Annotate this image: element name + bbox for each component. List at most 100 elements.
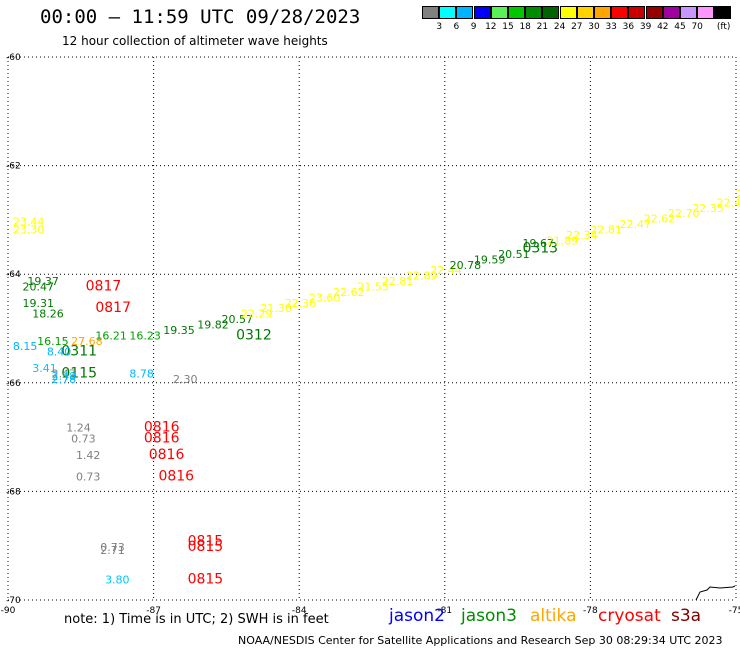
legend-swatch-label: 27	[571, 22, 583, 32]
wave-height-label: 2.47	[52, 367, 77, 380]
wave-height-label: 18.26	[32, 308, 64, 321]
wave-height-observations: 0815081508150816081608160816081708170311…	[13, 188, 740, 588]
wave-height-label: 20.47	[23, 280, 54, 293]
legend-swatch	[594, 6, 611, 19]
latitude-tick-label: -60	[6, 53, 21, 63]
legend-swatch	[473, 6, 491, 19]
legend-swatch-label: 15	[502, 22, 514, 32]
wave-height-label: 1.24	[66, 422, 91, 435]
wave-height-label: 21.30	[260, 302, 292, 315]
legend-swatch	[490, 6, 508, 19]
axis-tick-labels: -90 -87 -84 -81 -78 -75 -60 -62 -64 -66 -68 -70	[1, 53, 740, 616]
legend-swatch	[525, 6, 543, 19]
wave-height-label: 0.73	[76, 471, 101, 484]
latitude-tick-label: -70	[6, 596, 21, 606]
pass-time-label: 0816	[144, 420, 180, 436]
wave-height-label: 22.81	[382, 275, 414, 288]
wave-height-label: 2.78	[52, 373, 77, 386]
wave-height-label: 0.73	[100, 541, 125, 554]
wave-height-label: 23.60	[309, 291, 341, 304]
legend-swatch	[628, 6, 646, 19]
footer-note: note: 1) Time is in UTC; 2) SWH is in fe…	[64, 612, 329, 627]
wave-height-label: 8.15	[13, 340, 38, 353]
legend-swatch	[714, 6, 732, 19]
pass-time-label: 0817	[86, 278, 122, 294]
wave-height-label: 22.89	[406, 270, 438, 283]
wave-height-label: 22.34	[566, 229, 598, 242]
wave-height-label: 8.78	[129, 367, 154, 380]
legend-swatch-label: 21	[536, 22, 549, 32]
longitude-tick-label: -75	[729, 606, 740, 616]
wave-height-label: 22.35	[692, 202, 724, 215]
wave-height-label: 22.62	[333, 286, 365, 299]
legend-swatch-label: 36	[622, 22, 635, 32]
wave-height-label: 8.40	[47, 346, 72, 359]
longitude-tick-label: -87	[146, 606, 161, 616]
wave-height-label: 22.48	[717, 196, 740, 209]
satellite-legend-jason2: jason2	[389, 606, 445, 626]
legend-swatch	[508, 6, 525, 19]
wave-height-label: 22.44	[430, 264, 462, 277]
wave-height-label: 16.15	[37, 335, 68, 348]
wave-height-label: 22.81	[590, 223, 622, 236]
wave-height-label: 16.21	[95, 329, 127, 342]
wave-height-label: 2.71	[100, 544, 125, 557]
pass-time-label: 0817	[95, 300, 131, 316]
wave-height-label: 1.42	[76, 449, 101, 462]
legend-unit-label: (ft)	[716, 22, 731, 32]
longitude-tick-label: -84	[292, 606, 307, 616]
wave-height-label: 23.30	[13, 223, 45, 236]
wave-height-label: 2.30	[173, 373, 198, 386]
legend-swatch	[662, 6, 680, 19]
longitude-tick-label: -78	[583, 606, 598, 616]
legend-swatch-label: 45	[674, 22, 686, 32]
pass-time-label: 0816	[144, 431, 180, 447]
legend-swatch-label: 30	[588, 22, 600, 32]
legend-swatch	[456, 6, 474, 19]
satellite-legend-altika: altika	[530, 606, 577, 626]
wave-height-label: 19.37	[27, 275, 59, 288]
longitude-tick-label: -90	[1, 606, 16, 616]
wave-height-label: 21.55	[357, 280, 389, 293]
wave-height-label: 22.47	[620, 218, 652, 231]
wave-height-label: 19.59	[474, 253, 506, 266]
legend-swatch-label: 6	[453, 22, 460, 32]
wave-height-label: 16.23	[129, 329, 161, 342]
legend-swatch-label: 18	[519, 22, 531, 32]
wave-height-label: 20.51	[498, 248, 529, 261]
wave-height-label: 19.31	[23, 297, 54, 310]
map-title: 00:00 – 11:59 UTC 09/28/2023	[40, 6, 361, 28]
legend-swatch	[697, 6, 715, 19]
wave-height-label: 20.57	[222, 313, 254, 326]
legend-swatch	[680, 6, 697, 19]
graticule-grid	[7, 56, 737, 601]
pass-time-label: 0115	[61, 365, 97, 381]
wave-height-label: 22.62	[644, 213, 676, 226]
legend-swatch	[559, 6, 577, 19]
satellite-legend-s3a: s3a	[671, 606, 702, 626]
footer-credit: NOAA/NESDIS Center for Satellite Applica…	[238, 634, 723, 647]
wave-height-label: 0.73	[71, 433, 96, 446]
wave-height-label: 19.82	[197, 319, 229, 332]
wave-height-label: 3.80	[105, 574, 130, 587]
pass-time-label: 0311	[61, 344, 97, 360]
latitude-tick-label: -66	[6, 379, 21, 389]
wave-height-label: 27.68	[71, 335, 103, 348]
legend-swatch	[542, 6, 560, 19]
map-subtitle: 12 hour collection of altimeter wave hei…	[62, 34, 328, 48]
longitude-tick-label: -81	[437, 606, 452, 616]
pass-time-label: 0816	[149, 447, 185, 463]
latitude-tick-label: -62	[6, 162, 21, 172]
wave-height-label: 20.78	[450, 259, 482, 272]
legend-swatch-label: 24	[553, 22, 566, 32]
pass-time-label: 0313	[522, 240, 558, 256]
wave-height-label: 23.44	[13, 215, 45, 228]
legend-swatch-label: 39	[639, 22, 652, 32]
wave-height-label: 21.89	[547, 234, 579, 247]
legend-swatch	[576, 6, 594, 19]
wave-height-label: 19.67	[522, 237, 554, 250]
legend-swatch	[422, 6, 439, 19]
coastline-outline	[695, 585, 736, 601]
legend-swatch	[645, 6, 663, 19]
